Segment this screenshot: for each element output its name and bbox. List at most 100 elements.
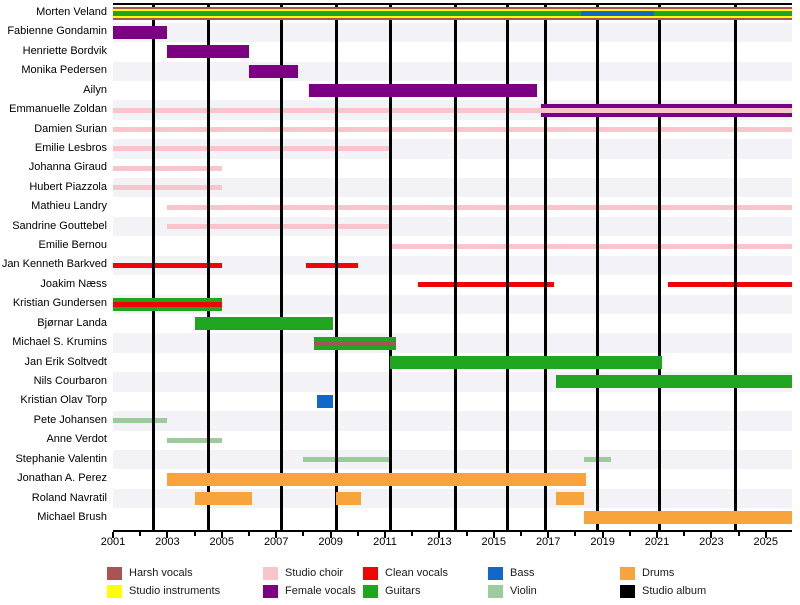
bar-clean (113, 262, 222, 268)
legend-label-drums: Drums (642, 567, 675, 579)
bar-violin (167, 437, 222, 443)
member-name: Emmanuelle Zoldan (9, 103, 107, 116)
x-axis-major-tick (275, 532, 278, 538)
row-background (113, 449, 792, 470)
bar-drums (194, 492, 252, 505)
legend-label-harsh: Harsh vocals (129, 567, 193, 579)
member-name: Bjørnar Landa (37, 316, 107, 329)
x-axis-tick-label: 2003 (155, 536, 180, 548)
legend-label-album: Studio album (642, 585, 707, 597)
x-axis-minor-tick (574, 532, 577, 536)
legend-label-choir: Studio choir (285, 567, 344, 579)
bar-clean (306, 262, 358, 268)
x-axis-major-tick (656, 532, 658, 538)
bar-choir (167, 204, 792, 210)
violin-legend-swatch (488, 585, 503, 598)
x-axis-minor-tick (302, 532, 305, 536)
choir-legend-swatch (263, 567, 278, 580)
x-axis-minor-tick (193, 532, 196, 536)
bar-choir (541, 107, 792, 113)
member-name: Emilie Lesbros (34, 141, 107, 154)
member-name: Fabienne Gondamin (7, 25, 107, 38)
legend-label-violin: Violin (510, 585, 537, 597)
x-axis-major-tick (112, 532, 114, 538)
x-axis-minor-tick (139, 532, 142, 536)
member-name: Joakim Næss (40, 277, 107, 290)
bass-legend-swatch (488, 567, 503, 580)
bar-choir (113, 107, 542, 113)
harsh-legend-swatch (107, 567, 122, 580)
x-axis-major-tick (764, 532, 767, 538)
bar-choir (113, 165, 222, 171)
legend: Harsh vocals Studio instruments Studio cho… (0, 560, 800, 605)
bar-bass (317, 394, 334, 408)
bar-violin (303, 457, 391, 463)
bar-female (113, 25, 168, 39)
row-background (113, 411, 792, 431)
bar-female (167, 45, 249, 59)
x-axis-major-tick (384, 532, 386, 538)
member-name: Anne Verdot (46, 433, 107, 446)
x-axis-major-tick (438, 532, 441, 538)
x-axis-major-tick (601, 532, 604, 538)
x-axis-tick-label: 2001 (100, 536, 126, 548)
x-axis-tick-label: 2017 (535, 536, 561, 548)
timeline-plot-area: Morten Veland Fabienne Gondamin Henriette … (1, 3, 792, 548)
member-name: Monika Pedersen (21, 64, 107, 77)
x-axis-minor-tick (683, 532, 686, 536)
drums-legend-swatch (620, 567, 635, 580)
x-axis-tick-label: 2005 (209, 536, 235, 548)
x-axis-tick-label: 2007 (263, 536, 289, 548)
member-name: Sandrine Gouttebel (12, 219, 107, 232)
album-release-line (152, 3, 156, 530)
album-release-line (658, 3, 662, 530)
x-axis-major-tick (710, 532, 713, 538)
member-name: Roland Navratil (31, 491, 107, 504)
member-name: Mathieu Landry (31, 200, 107, 213)
bar-drums (556, 492, 584, 505)
legend-label-guitars: Guitars (385, 585, 421, 597)
bar-guitars (556, 375, 792, 389)
bar-female (249, 64, 298, 78)
bar-harsh (314, 340, 396, 346)
bar-violin (113, 418, 168, 424)
bar-clean (667, 282, 792, 288)
bar-drums (336, 492, 361, 505)
x-axis-minor-tick (411, 532, 414, 536)
x-axis-minor-tick (248, 532, 250, 536)
bar-drums (167, 472, 587, 486)
bar-guitars (194, 317, 334, 331)
bar-choir (113, 185, 222, 191)
album-release-line (206, 3, 210, 530)
plot-top-border (113, 3, 792, 5)
album-release-line (334, 3, 338, 530)
row-background (113, 22, 792, 43)
album-release-line (280, 3, 284, 530)
bar-clean (113, 301, 222, 307)
x-axis-major-tick (220, 532, 223, 538)
bar-bass (580, 10, 655, 16)
member-name: Johanna Giraud (28, 161, 107, 174)
bar-drums (583, 511, 792, 525)
legend-label-female: Female vocals (285, 585, 356, 597)
member-name: Kristian Olav Torp (20, 394, 107, 407)
legend-label-bass: Bass (510, 567, 535, 579)
bar-female (308, 84, 538, 98)
bar-choir (390, 243, 792, 249)
member-name: Michael Brush (37, 510, 107, 523)
album-release-line (388, 3, 392, 530)
bar-choir (167, 224, 391, 230)
member-name: Jan Kenneth Barkved (1, 258, 107, 271)
member-name: Jan Erik Soltvedt (24, 355, 107, 368)
bar-guitars (390, 356, 663, 370)
row-background (113, 333, 792, 353)
bar-guitars (113, 10, 792, 16)
album-legend-swatch (620, 585, 635, 598)
member-name: Jonathan A. Perez (17, 472, 107, 485)
member-name: Hubert Piazzola (29, 180, 107, 193)
x-axis-major-tick (547, 532, 550, 538)
x-axis-minor-tick (465, 532, 468, 536)
member-name: Emilie Bernou (38, 239, 107, 252)
bar-choir (113, 146, 391, 152)
